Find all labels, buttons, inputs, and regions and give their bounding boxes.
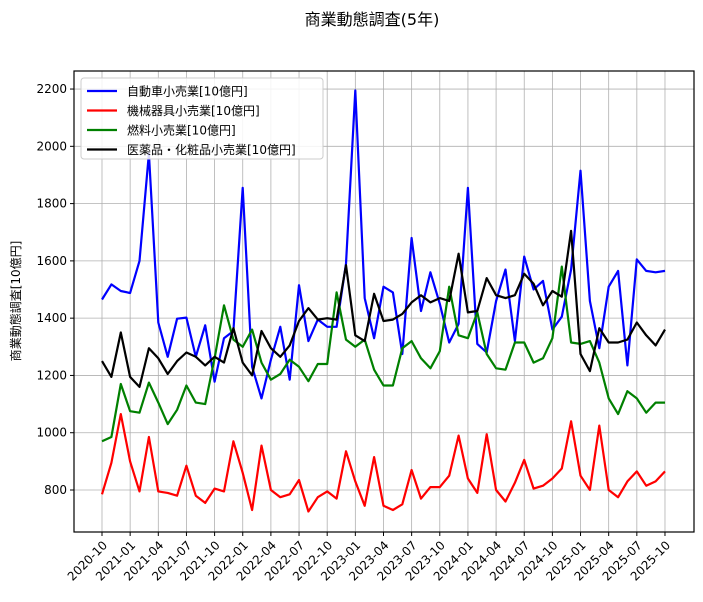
y-axis-label: 商業動態調査[10億円] xyxy=(8,241,23,362)
y-tick-label: 1600 xyxy=(36,254,67,268)
y-tick-label: 1200 xyxy=(36,368,67,382)
legend-label-1: 機械器具小売業[10億円] xyxy=(127,103,260,118)
chart-title: 商業動態調査(5年) xyxy=(305,10,440,29)
data-lines xyxy=(100,89,666,513)
plot-frame xyxy=(73,70,695,533)
y-tick-label: 1000 xyxy=(36,426,67,440)
series-line-1 xyxy=(100,413,666,513)
y-tick-label: 800 xyxy=(44,483,67,497)
legend-label-2: 燃料小売業[10億円] xyxy=(127,123,236,138)
legend-box xyxy=(80,77,324,160)
y-tick-label: 1400 xyxy=(36,311,67,325)
legend-label-0: 自動車小売業[10億円] xyxy=(127,84,248,99)
plot-area: 800 1000 1200 1400 1600 1800 2000 2200 2020-102… xyxy=(36,70,695,584)
x-axis: 2020-102021-012021-042021-072021-102022-… xyxy=(65,532,673,584)
y-tick-label: 2200 xyxy=(36,82,67,96)
series-line-2 xyxy=(101,265,665,443)
y-tick-label: 2000 xyxy=(36,139,67,153)
y-axis: 800 1000 1200 1400 1600 1800 2000 2200 xyxy=(36,82,74,497)
legend: 自動車小売業[10億円] 機械器具小売業[10億円] 燃料小売業[10億円] 医薬品・… xyxy=(80,77,324,160)
legend-label-3: 医薬品・化粧品小売業[10億円] xyxy=(127,142,296,157)
series-line-3 xyxy=(101,229,666,388)
y-tick-label: 1800 xyxy=(36,197,67,211)
